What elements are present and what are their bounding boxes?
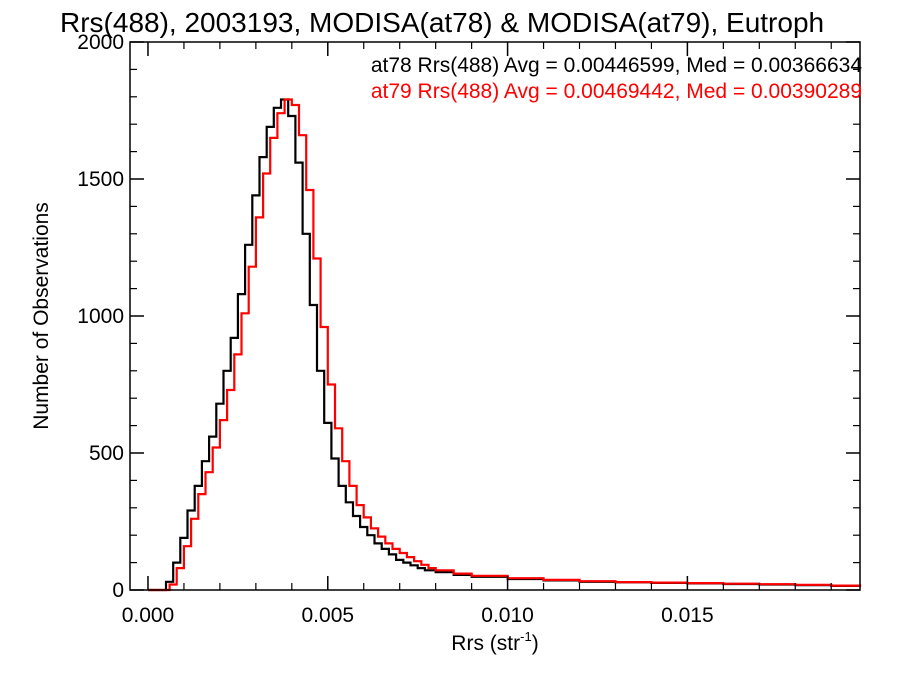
- legend-entry-at79: at79 Rrs(488) Avg = 0.00469442, Med = 0.…: [371, 80, 862, 103]
- x-axis-label: Rrs (str-1): [451, 629, 538, 655]
- x-axis: 0.000 0.005 0.010 0.015: [122, 42, 832, 627]
- x-axis-label-superscript: -1: [520, 629, 532, 644]
- y-tick-label: 1500: [77, 168, 124, 191]
- legend-entry-at78: at78 Rrs(488) Avg = 0.00446599, Med = 0.…: [371, 54, 862, 77]
- y-tick-label: 2000: [77, 31, 124, 54]
- y-axis-label: Number of Observations: [30, 202, 53, 430]
- x-tick-label: 0.000: [122, 604, 175, 627]
- x-tick-label: 0.010: [481, 604, 534, 627]
- x-axis-label-close: ): [532, 632, 539, 655]
- x-tick-label: 0.005: [302, 604, 355, 627]
- series-line-1: [148, 98, 862, 592]
- series-line-0: [148, 98, 862, 592]
- plot-series-group: [148, 98, 862, 592]
- x-tick-label: 0.015: [661, 604, 714, 627]
- plot-frame: [129, 41, 861, 591]
- chart-title: Rrs(488), 2003193, MODISA(at78) & MODISA…: [60, 7, 824, 38]
- y-tick-label: 500: [89, 442, 124, 465]
- y-axis: 0 500 1000 1500 2000: [77, 31, 860, 602]
- y-tick-label: 0: [112, 579, 124, 602]
- x-axis-label-main: Rrs (str: [451, 632, 520, 655]
- y-tick-label: 1000: [77, 305, 124, 328]
